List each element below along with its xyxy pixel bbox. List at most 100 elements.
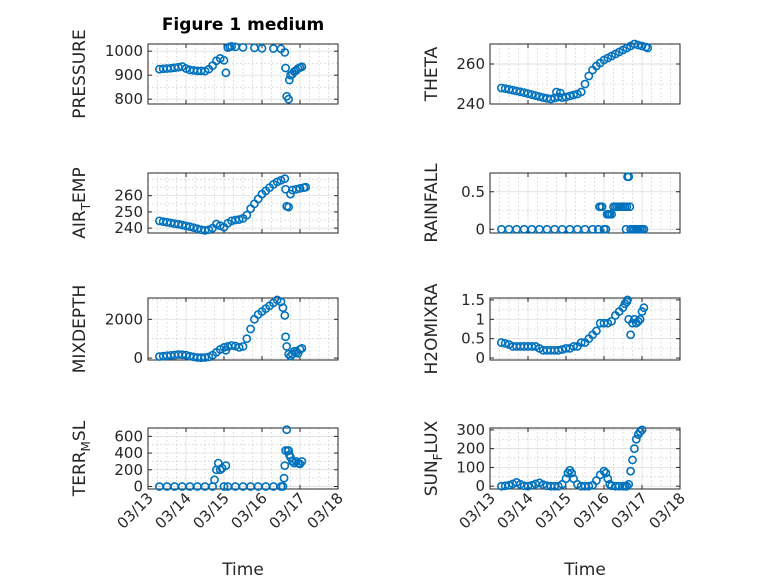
sun-flux-data-point [622,481,632,491]
theta-data-point [552,87,561,97]
x-tick-label: 03/13 [456,489,499,532]
terr-msl-data-point [219,482,229,491]
terr-msl-data-point [210,475,219,485]
y-tick-label: 250 [114,203,143,221]
theta-data-point [576,87,586,97]
y-tick-label: 260 [456,55,485,73]
rainfall-data-point [601,224,611,234]
air-temp-data-point [242,210,252,220]
sun-flux-data-point [605,479,615,489]
theta-data-point [519,88,529,97]
h2omixra-ylabel: H2OMIXRA [422,283,442,374]
air-temp-axes-frame [147,172,339,234]
subplot-h2omixra: 00.5 11.5 H2OMIXRA [422,283,681,375]
terr-msl-data-point [279,473,289,483]
x-tick-label: 03/15 [532,489,575,532]
rainfall-data-point [639,224,649,234]
h2omixra-data-point [633,316,643,326]
rainfall-ylabel: RAINFALL [422,163,442,243]
sun-flux-xlabel: Time [563,560,606,580]
h2omixra-data-point [576,338,586,347]
h2omixra-data-point [496,338,506,347]
sun-flux-data-point [584,481,594,491]
air-temp-data-point [280,174,290,184]
x-tick-label: 03/15 [190,489,233,532]
mixdepth-data-point [242,334,252,344]
air-temp-data-point [295,184,305,193]
pressure-data-point [257,43,267,53]
sun-flux-data-point [523,481,533,491]
sun-flux-data-point [635,427,645,437]
pressure-data-point [221,68,231,78]
sun-flux-data-point [637,425,647,435]
theta-data-point [565,91,575,101]
y-tick-label: 0 [133,349,143,367]
h2omixra-data-point [639,303,649,313]
sun-flux-data-point [601,468,611,478]
y-tick-label: 0.5 [461,330,485,348]
h2omixra-data-point [569,342,578,351]
theta-data-point [580,79,590,89]
rainfall-data-point [588,224,597,234]
y-tick-label: 1.5 [461,291,485,309]
theta-data-point [643,43,653,53]
terr-msl-ylabel: TERRMSL [70,420,93,497]
subplot-rainfall: 0 0.5 RAINFALL [422,163,681,243]
pressure-data-point [297,62,307,72]
y-tick-label: 240 [114,219,143,237]
sun-flux-data-point [626,466,635,476]
theta-axes-frame [489,43,681,105]
air-temp-data-point [189,223,198,233]
terr-msl-data-point [278,482,288,491]
terr-msl-xlabel: Time [221,560,264,580]
theta-data-point [523,89,533,98]
pressure-ylabel: PRESSURE [70,29,90,118]
sun-flux-data-point [500,481,510,491]
terr-msl-data-point [286,452,295,462]
subplot-theta: 240 260 THETA [422,39,681,113]
rainfall-data-point [622,202,632,212]
y-tick-label: 900 [114,66,143,84]
theta-ylabel: THETA [422,46,442,102]
terr-msl-data-point [297,457,307,466]
x-tick-label: 03/16 [228,489,271,532]
h2omixra-data-point [527,342,537,351]
rainfall-data-point [625,202,635,212]
air-temp-ylabel: AIRTEMP [70,167,93,238]
subplot-pressure: 800 900 1000 Figure 1 medium PRESSURE [70,15,339,119]
y-tick-label: 1000 [105,42,143,60]
terr-msl-data-point [287,457,297,466]
y-tick-label: 200 [114,461,143,479]
y-tick-label: 800 [114,90,143,108]
pressure-axes [147,43,339,105]
sun-flux-data-point [630,444,639,454]
mixdepth-ylabel: MIXDEPTH [70,285,90,374]
h2omixra-data-point [500,338,510,348]
sun-flux-data-point [631,434,641,444]
air-temp-data-point [301,182,311,192]
sun-flux-ylabel: SUNFLUX [422,420,445,496]
terr-msl-axes-frame [147,427,339,490]
pressure-data-point [280,48,290,57]
y-tick-label: 600 [114,427,143,445]
y-tick-label: 0 [475,349,485,367]
y-tick-label: 0 [475,477,485,495]
air-temp-data-point [185,222,195,232]
theta-data-point [555,88,565,98]
mixdepth-axes-frame [147,297,339,361]
sun-flux-data-point [628,455,637,465]
sun-flux-data-point [550,481,559,491]
h2omixra-axes-frame [489,297,681,361]
x-tick-label: 03/14 [152,489,195,532]
theta-data-point [569,90,578,100]
h2omixra-data-point [599,318,609,328]
air-temp-data-point [200,226,210,235]
sun-flux-data-point [624,479,634,489]
pressure-data-point [219,55,229,65]
y-tick-label: 200 [456,440,485,458]
rainfall-data-point [624,172,634,182]
terr-msl-data-point [221,461,231,471]
theta-data-point [527,90,537,99]
